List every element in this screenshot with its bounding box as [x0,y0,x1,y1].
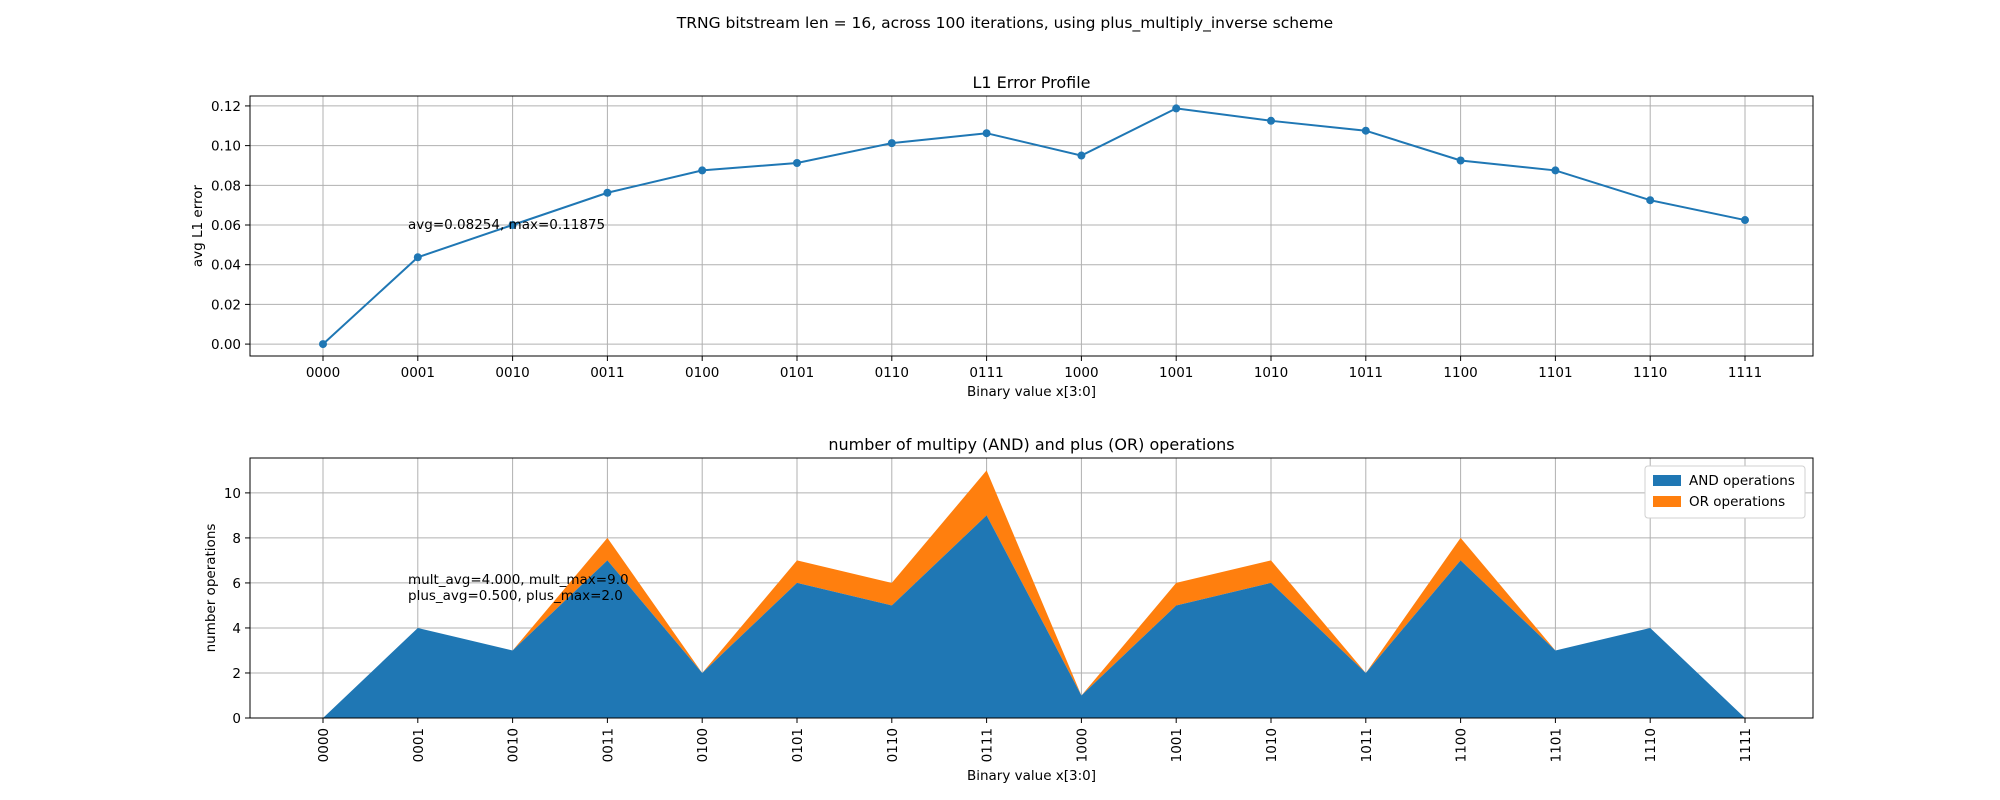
y-tick-label: 8 [232,531,241,547]
y-tick-label: 4 [232,621,241,637]
data-point [982,129,991,138]
x-axis-label: Binary value x[3:0] [967,768,1096,784]
y-tick-label: 0.10 [211,139,241,155]
y-tick-label: 2 [232,666,241,682]
axes-frame [249,457,1814,719]
data-point [698,166,707,175]
y-axis-label: number operations [203,524,219,653]
annotation-text: avg=0.08254, max=0.11875 [408,217,605,233]
x-axis-label: Binary value x[3:0] [967,384,1096,400]
x-tick-label: 1111 [1728,365,1762,381]
x-tick-label: 0011 [590,365,624,381]
chart-title: number of multipy (AND) and plus (OR) op… [828,435,1234,454]
legend-box [1644,465,1806,519]
x-tick-label: 0000 [306,365,340,381]
data-point [508,221,517,230]
y-tick-label: 6 [232,576,241,592]
data-point [1267,116,1275,125]
data-point [1551,166,1560,175]
x-tick-label: 1010 [1264,728,1280,762]
data-point [1361,126,1370,135]
figure-suptitle: TRNG bitstream len = 16, across 100 iter… [676,14,1333,33]
x-tick-label: 1010 [1254,365,1288,381]
x-tick-label: 0111 [969,365,1003,381]
legend-label: OR operations [1689,494,1785,510]
x-tick-label: 0010 [495,365,529,381]
x-tick-label: 1000 [1064,365,1098,381]
data-point [887,139,896,148]
data-point [1456,156,1465,165]
x-tick-label: 0110 [885,728,901,762]
y-tick-label: 0.04 [211,258,241,274]
x-tick-label: 0001 [411,728,427,762]
y-axis-label: avg L1 error [190,184,206,267]
area-or-operations [323,470,1745,718]
x-tick-label: 1110 [1633,365,1667,381]
x-tick-label: 1101 [1538,365,1572,381]
x-tick-label: 1011 [1359,728,1375,762]
data-point [603,188,612,197]
x-tick-label: 0100 [685,365,719,381]
data-point [413,253,422,262]
y-tick-label: 0.12 [211,99,241,115]
x-tick-label: 1001 [1159,365,1193,381]
y-tick-label: 10 [224,486,241,502]
legend-label: AND operations [1689,473,1795,489]
legend-swatch [1653,496,1681,507]
x-tick-label: 0100 [695,728,711,762]
area-and-operations [323,515,1745,718]
data-point [1741,216,1749,225]
x-tick-label: 0010 [506,728,522,762]
y-tick-label: 0.00 [211,337,241,353]
y-tick-label: 0.06 [211,218,241,234]
data-point [319,340,327,349]
series-line [322,107,1746,345]
x-tick-label: 1110 [1643,728,1659,762]
data-point [1077,151,1086,160]
x-tick-label: 0111 [980,728,996,762]
data-point [1172,104,1181,113]
x-tick-label: 0101 [790,728,806,762]
x-tick-label: 1100 [1443,365,1477,381]
y-tick-label: 0.08 [211,178,241,194]
annotation-text: plus_avg=0.500, plus_max=2.0 [408,588,623,604]
axes-frame [249,95,1814,357]
y-tick-label: 0 [232,711,241,727]
x-tick-label: 1100 [1454,728,1470,762]
x-tick-label: 0011 [600,728,616,762]
x-tick-label: 0110 [875,365,909,381]
x-tick-label: 0000 [316,728,332,762]
legend-swatch [1653,475,1681,486]
data-point [1646,196,1655,205]
x-tick-label: 1101 [1548,728,1564,762]
x-tick-label: 1111 [1738,728,1754,762]
data-point [793,158,801,167]
x-tick-label: 1001 [1169,728,1185,762]
y-tick-label: 0.02 [211,297,241,313]
x-tick-label: 1011 [1349,365,1383,381]
annotation-text: mult_avg=4.000, mult_max=9.0 [408,572,629,588]
x-tick-label: 0101 [780,365,814,381]
x-tick-label: 0001 [401,365,435,381]
x-tick-label: 1000 [1074,728,1090,762]
chart-title: L1 Error Profile [972,73,1090,92]
